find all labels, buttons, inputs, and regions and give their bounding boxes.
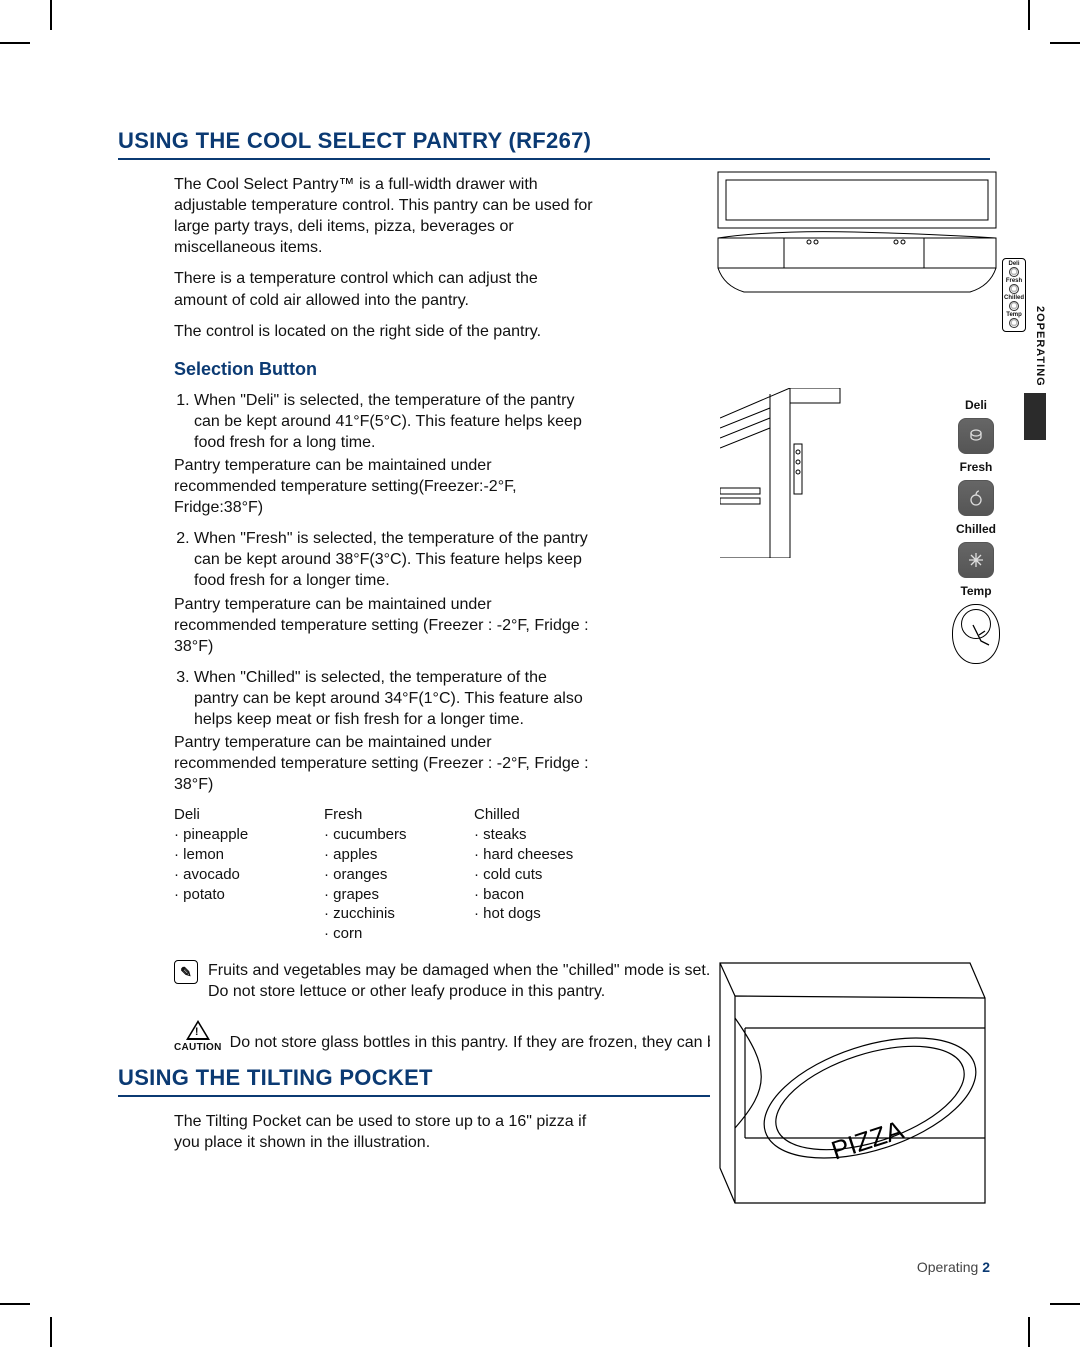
heading-cool-select-pantry: USING THE COOL SELECT PANTRY (RF267): [118, 128, 990, 160]
food-examples-table: Deli · pineapple · lemon · avocado · pot…: [174, 805, 594, 944]
food-item: · grapes: [324, 885, 474, 905]
selection-item-note: Pantry temperature can be maintained und…: [174, 455, 594, 518]
food-item: · lemon: [174, 845, 324, 865]
illustration-tilting-pocket: PIZZA: [710, 958, 990, 1208]
illustration-control-strip: Deli Fresh Chilled Temp: [1002, 258, 1026, 332]
food-item: · apples: [324, 845, 474, 865]
subheading-selection-button: Selection Button: [174, 358, 594, 382]
panel-label-deli: Deli: [965, 398, 987, 412]
food-item: · bacon: [474, 885, 624, 905]
selection-item-chilled: When "Chilled" is selected, the temperat…: [194, 667, 594, 796]
footer-page-number: 2: [982, 1259, 990, 1275]
selection-item-note: Pantry temperature can be maintained und…: [174, 732, 594, 795]
food-item: · potato: [174, 885, 324, 905]
food-item: · cucumbers: [324, 825, 474, 845]
illustration-control-closeup: [720, 388, 890, 558]
temp-button-icon: [952, 604, 1000, 664]
food-item: · corn: [324, 924, 474, 944]
selection-item-text: When "Deli" is selected, the temperature…: [194, 392, 582, 451]
selection-item-deli: When "Deli" is selected, the temperature…: [194, 390, 594, 519]
selection-item-text: When "Fresh" is selected, the temperatur…: [194, 530, 588, 589]
strip-label: Chilled: [1003, 295, 1025, 301]
strip-label: Temp: [1003, 312, 1025, 318]
selection-item-note: Pantry temperature can be maintained und…: [174, 594, 594, 657]
page-footer: Operating 2: [917, 1259, 990, 1275]
strip-label: Deli: [1003, 261, 1025, 267]
footer-text: Operating: [917, 1259, 982, 1275]
para-control-desc: There is a temperature control which can…: [174, 268, 594, 310]
fresh-button-icon: [958, 480, 994, 516]
note-text: Fruits and vegetables may be damaged whe…: [208, 960, 710, 1002]
food-item: · hot dogs: [474, 904, 624, 924]
food-col-header: Fresh: [324, 805, 474, 825]
selection-item-text: When "Chilled" is selected, the temperat…: [194, 669, 583, 728]
food-col-header: Chilled: [474, 805, 624, 825]
pizza-label: PIZZA: [828, 1114, 908, 1166]
para-control-location: The control is located on the right side…: [174, 321, 594, 342]
caution-label: CAUTION: [174, 1042, 222, 1053]
side-tab-label: 2OPERATING: [1024, 300, 1046, 393]
control-panel-large: Deli Fresh Chilled Temp: [952, 398, 1000, 664]
food-item: · cold cuts: [474, 865, 624, 885]
side-chapter-tab: 2OPERATING: [1024, 300, 1046, 440]
food-col-header: Deli: [174, 805, 324, 825]
panel-label-fresh: Fresh: [960, 460, 993, 474]
deli-button-icon: [958, 418, 994, 454]
caution-icon: !: [186, 1020, 210, 1040]
para-tilting: The Tilting Pocket can be used to store …: [174, 1111, 594, 1153]
food-item: · oranges: [324, 865, 474, 885]
food-item: · pineapple: [174, 825, 324, 845]
side-tab-dark: [1024, 393, 1046, 440]
food-item: · hard cheeses: [474, 845, 624, 865]
strip-label: Fresh: [1003, 278, 1025, 284]
para-intro: The Cool Select Pantry™ is a full-width …: [174, 174, 594, 258]
selection-item-fresh: When "Fresh" is selected, the temperatur…: [194, 528, 594, 657]
panel-label-temp: Temp: [960, 584, 991, 598]
panel-label-chilled: Chilled: [956, 522, 996, 536]
food-item: · zucchinis: [324, 904, 474, 924]
chilled-button-icon: [958, 542, 994, 578]
food-item: · steaks: [474, 825, 624, 845]
illustration-pantry-drawer: [714, 168, 1000, 308]
note-icon: ✎: [174, 960, 198, 984]
food-item: · avocado: [174, 865, 324, 885]
